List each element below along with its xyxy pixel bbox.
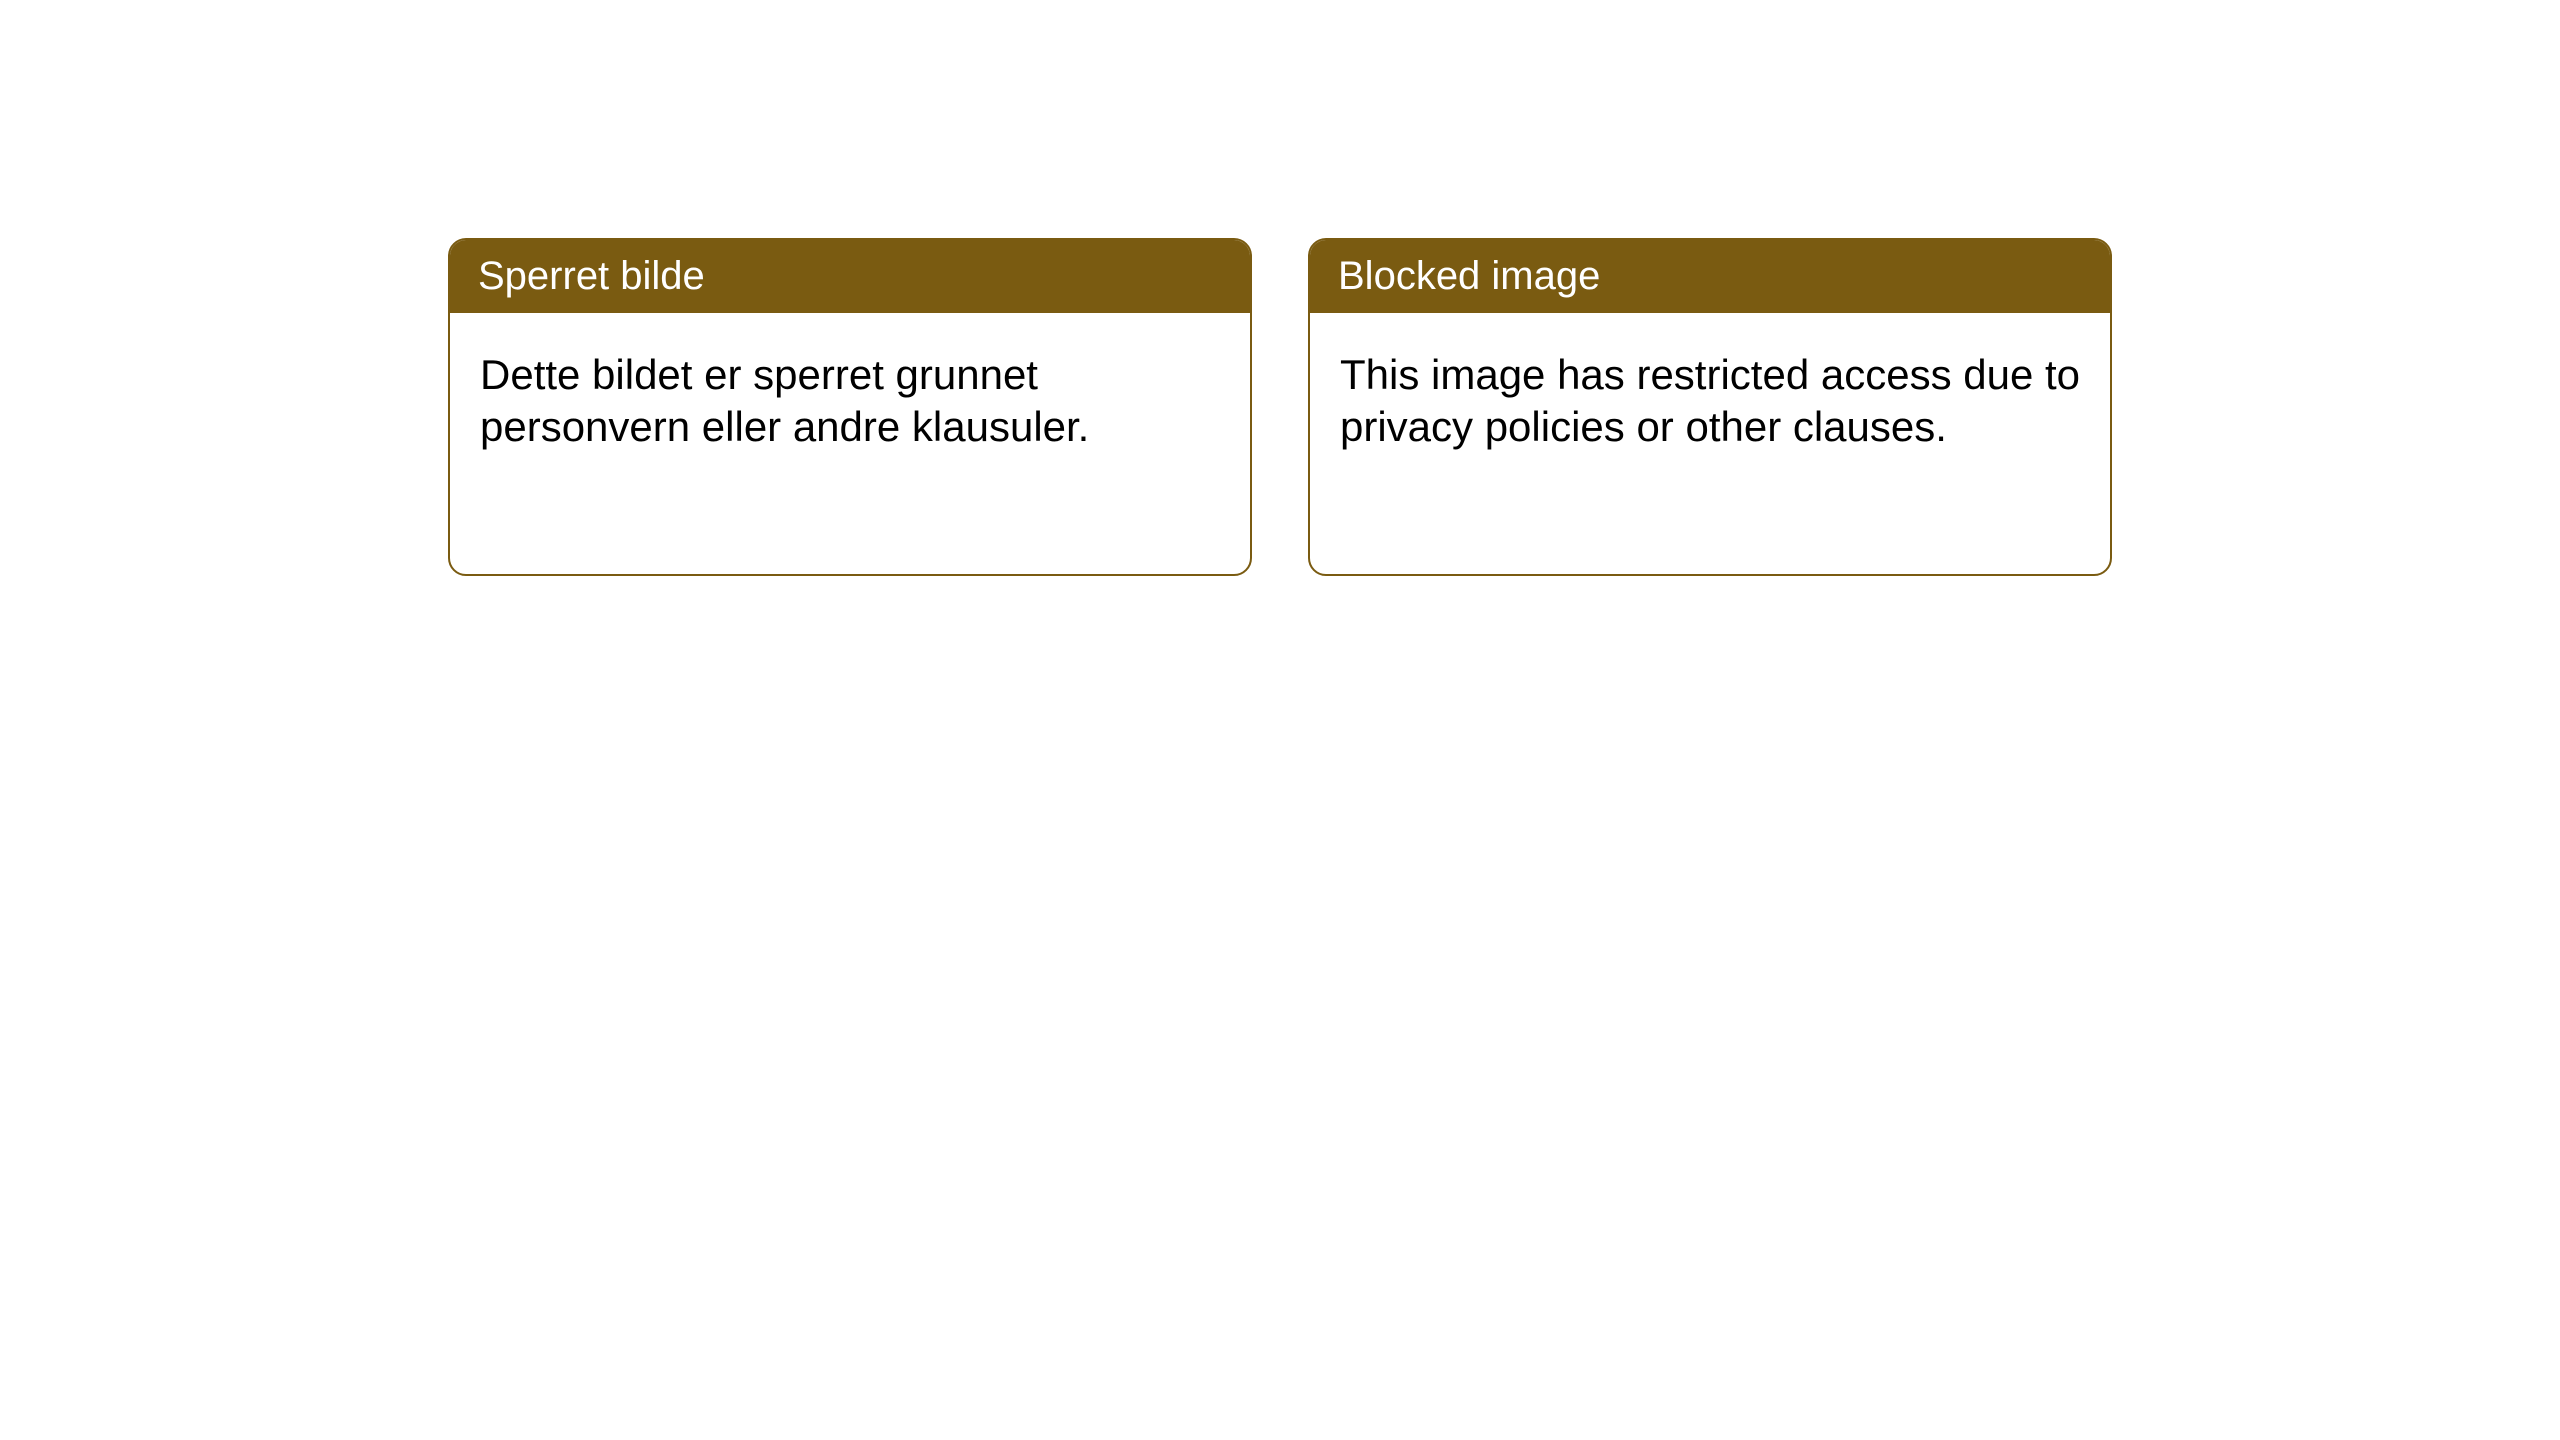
card-header-text: Blocked image (1338, 254, 1600, 298)
card-header-text: Sperret bilde (478, 254, 705, 298)
card-body: This image has restricted access due to … (1310, 313, 2110, 489)
notice-cards-container: Sperret bilde Dette bildet er sperret gr… (448, 238, 2112, 576)
card-body-text: This image has restricted access due to … (1340, 351, 2080, 450)
card-body-text: Dette bildet er sperret grunnet personve… (480, 351, 1089, 450)
card-header: Blocked image (1310, 240, 2110, 313)
notice-card-norwegian: Sperret bilde Dette bildet er sperret gr… (448, 238, 1252, 576)
card-body: Dette bildet er sperret grunnet personve… (450, 313, 1250, 489)
card-header: Sperret bilde (450, 240, 1250, 313)
notice-card-english: Blocked image This image has restricted … (1308, 238, 2112, 576)
